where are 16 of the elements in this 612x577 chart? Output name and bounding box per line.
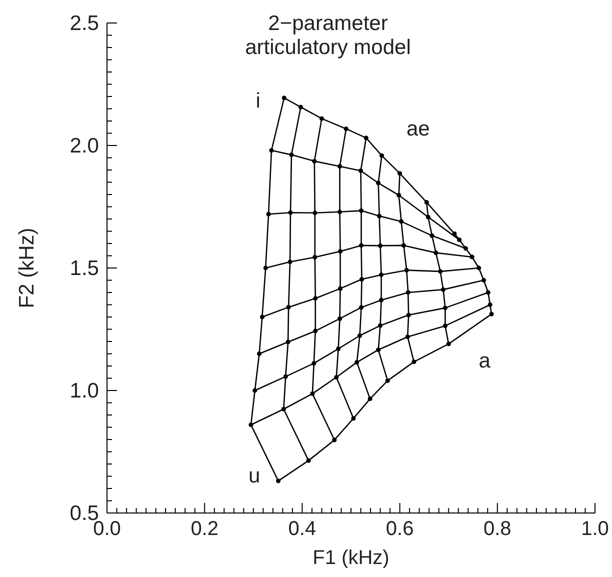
annotation: a: [478, 349, 491, 372]
y-tick-label: 1.5: [70, 257, 99, 280]
x-tick-label: 0.8: [483, 518, 512, 540]
annotation: i: [256, 89, 260, 112]
y-axis-title: F2 (kHz): [15, 228, 38, 308]
annotation: ae: [406, 117, 430, 140]
x-axis-title: F1 (kHz): [312, 547, 390, 569]
chart-title: 2−parameter articulatory model: [244, 12, 412, 60]
y-tick-label: 1.0: [70, 380, 99, 402]
x-tick-label: 0.2: [190, 518, 219, 540]
x-tick-label: 1.0: [581, 518, 609, 540]
x-tick-label: 0.6: [386, 518, 414, 540]
x-tick-label: 0.4: [288, 518, 316, 540]
y-tick-label: 2.0: [70, 134, 99, 158]
y-tick-label: 2.5: [70, 12, 99, 35]
annotation: u: [248, 464, 260, 488]
